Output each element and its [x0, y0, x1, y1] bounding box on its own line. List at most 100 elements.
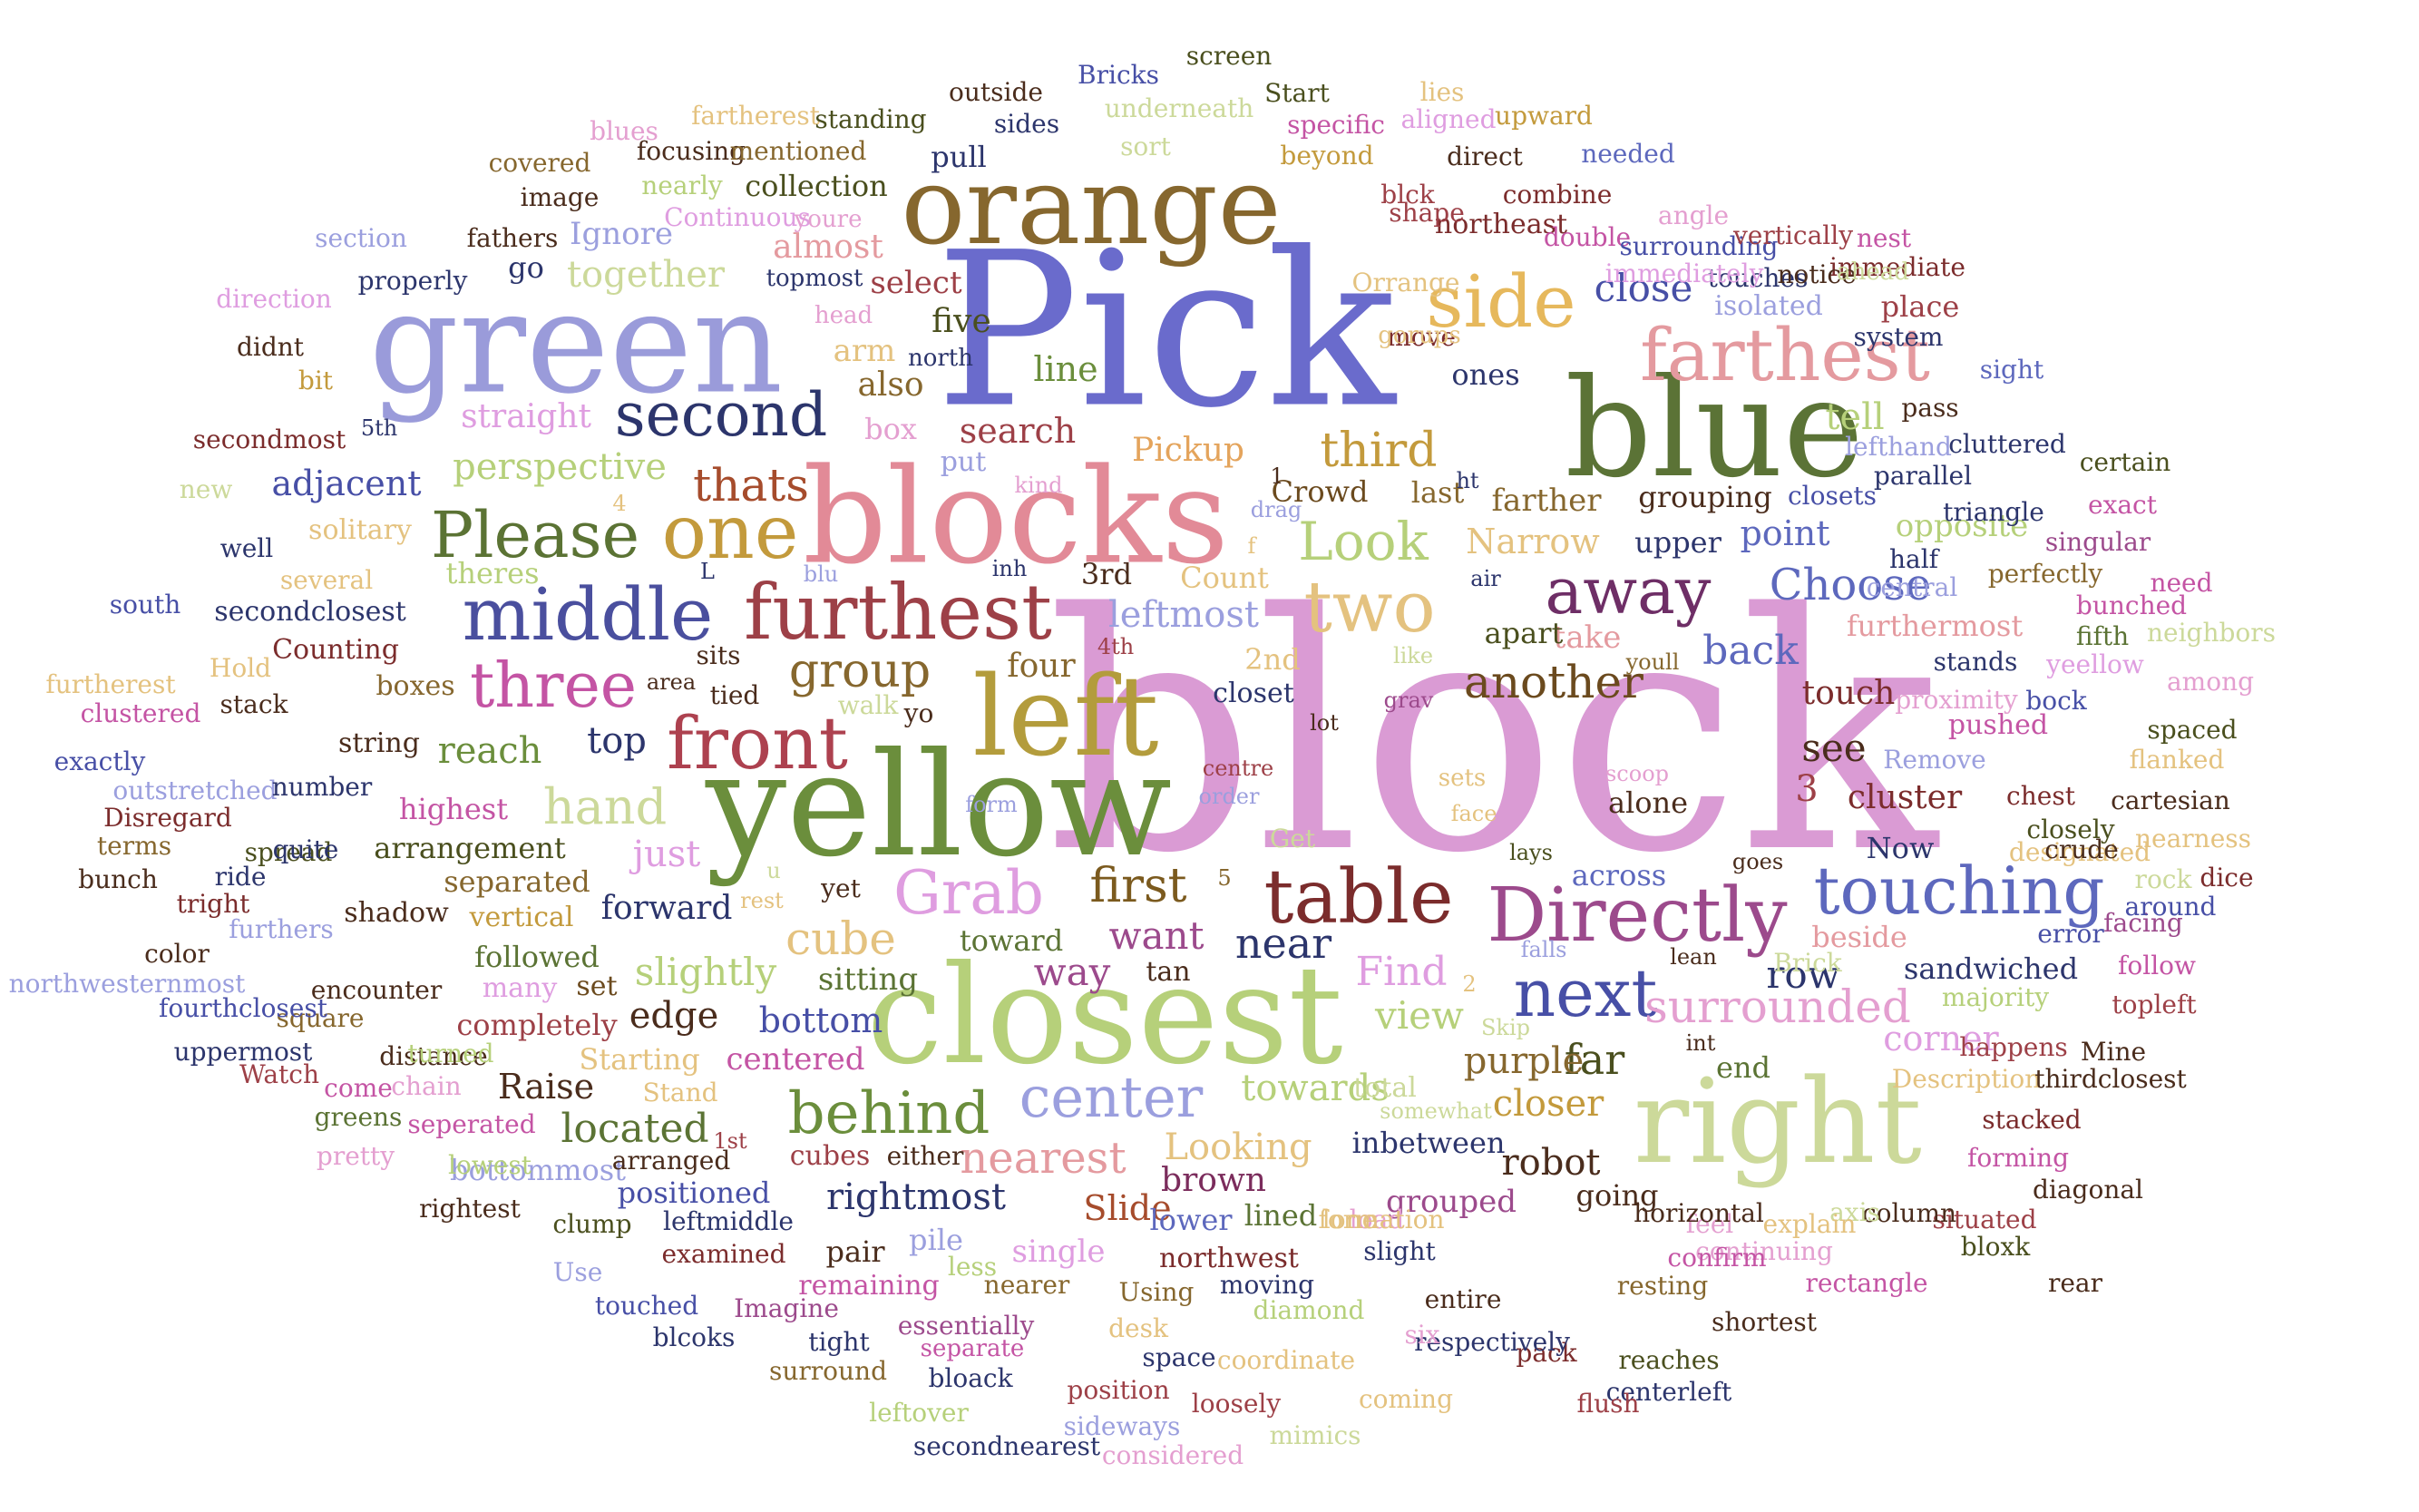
word: cube — [785, 912, 896, 965]
word: L — [700, 559, 715, 584]
word: touch — [1801, 675, 1896, 712]
word: topleft — [2112, 990, 2197, 1019]
word: secondclosest — [214, 596, 406, 628]
word: square — [276, 1003, 365, 1033]
word: vertical — [469, 902, 574, 933]
word: arranged — [611, 1146, 731, 1175]
word: diagonal — [2032, 1175, 2144, 1205]
word: pretty — [316, 1141, 395, 1171]
word: top — [587, 720, 647, 762]
word: set — [576, 971, 618, 1002]
word: leftover — [869, 1398, 969, 1428]
word: 5 — [1217, 865, 1232, 891]
word: Get — [1269, 824, 1316, 854]
word: just — [632, 834, 701, 875]
word: behind — [787, 1080, 990, 1147]
word: pair — [825, 1234, 885, 1269]
word: inbetween — [1351, 1126, 1506, 1160]
word: system — [1853, 322, 1944, 352]
word: fathers — [466, 223, 559, 253]
word: around — [2124, 892, 2217, 922]
word: slight — [1363, 1236, 1436, 1266]
word: notice — [1777, 259, 1857, 289]
word: touching — [1813, 853, 2105, 929]
word: tight — [808, 1327, 870, 1357]
word: near — [1234, 919, 1332, 968]
word: south — [109, 590, 181, 619]
word: screen — [1185, 41, 1273, 71]
word: goes — [1731, 849, 1784, 874]
word: put — [940, 446, 987, 478]
word: stands — [1933, 647, 2018, 677]
word: followed — [474, 940, 600, 974]
word: situated — [1932, 1205, 2037, 1234]
word: Remove — [1883, 745, 1986, 775]
word: greens — [314, 1102, 403, 1132]
word: nearness — [2134, 824, 2252, 854]
word: beside — [1811, 920, 1907, 954]
word: stack — [219, 689, 288, 719]
word: opposite — [1895, 508, 2029, 544]
word: triangle — [1943, 497, 2044, 527]
word: last — [1410, 475, 1465, 510]
word: Count — [1180, 561, 1269, 595]
word: flanked — [2129, 745, 2225, 775]
word: clustered — [80, 698, 201, 728]
word: 2 — [1462, 971, 1477, 997]
word: come — [324, 1073, 393, 1103]
word: upward — [1495, 101, 1593, 131]
word: alone — [1607, 785, 1689, 820]
word: nearly — [641, 171, 723, 200]
word: another — [1464, 656, 1644, 708]
word: standing — [814, 104, 927, 134]
word: grouped — [1385, 1184, 1517, 1220]
word: three — [469, 650, 638, 722]
word: dice — [2200, 863, 2254, 893]
word: Start — [1264, 78, 1330, 108]
word: Imagine — [734, 1293, 839, 1323]
word: positioned — [617, 1175, 771, 1210]
word: blue — [1565, 350, 1864, 508]
word: coming — [1358, 1384, 1454, 1414]
word: focusing — [636, 136, 746, 166]
word: specific — [1287, 110, 1385, 140]
word: point — [1740, 513, 1830, 553]
word: closer — [1492, 1083, 1605, 1125]
word: several — [279, 565, 374, 595]
word: orange — [901, 143, 1282, 268]
word: sort — [1120, 132, 1171, 161]
word: isolated — [1714, 290, 1823, 322]
word: line — [1033, 349, 1098, 389]
word: considered — [1101, 1440, 1244, 1470]
word: group — [788, 644, 932, 698]
word: encounter — [310, 975, 443, 1005]
word: side — [1426, 259, 1576, 344]
word: second — [614, 380, 828, 450]
word: formation — [1318, 1205, 1445, 1234]
word: pass — [1901, 393, 1959, 423]
word: block — [1046, 544, 1938, 924]
word: pull — [931, 140, 987, 174]
word: horizontal — [1634, 1198, 1764, 1228]
word: sandwiched — [1903, 951, 2079, 986]
word: shadow — [344, 897, 449, 929]
word: facing — [2103, 908, 2183, 938]
word: spaced — [2147, 715, 2238, 745]
word: combine — [1502, 180, 1613, 210]
word: Please — [431, 498, 639, 572]
word: didnt — [236, 332, 305, 362]
word: surrounded — [1644, 980, 1911, 1033]
word: furthest — [744, 568, 1052, 657]
word: reaches — [1618, 1345, 1720, 1375]
word: either — [886, 1141, 964, 1171]
word: rightest — [419, 1194, 521, 1224]
word: sets — [1438, 765, 1487, 792]
word: seperated — [407, 1109, 536, 1139]
word: rock — [2134, 864, 2192, 894]
word: explain — [1762, 1209, 1857, 1239]
word: quite — [272, 834, 339, 864]
word: underneath — [1104, 93, 1254, 123]
word: adjacent — [271, 463, 422, 503]
word: kind — [1014, 473, 1063, 498]
word: forward — [600, 890, 733, 927]
